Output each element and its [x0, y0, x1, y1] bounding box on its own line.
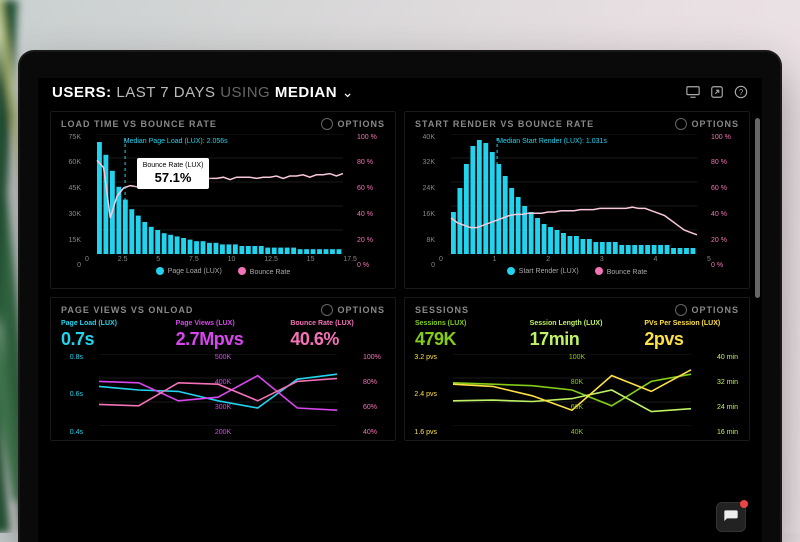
dashboard-header: USERS: LAST 7 DAYS USING MEDIAN ⌄ ? [38, 78, 762, 111]
header-range: LAST 7 DAYS [116, 84, 215, 101]
y-axis: 0.8s0.6s0.4s [59, 354, 83, 436]
options-button[interactable]: OPTIONS [675, 118, 739, 130]
dashboard-screen: USERS: LAST 7 DAYS USING MEDIAN ⌄ ? LOAD… [38, 78, 762, 542]
chart-legend: Page Load (LUX)Bounce Rate [61, 267, 385, 277]
chart-pageviews[interactable]: 0.8s0.6s0.4s 500K400K300K200K 100%80%60%40… [61, 354, 385, 436]
median-label: Median Start Render (LUX): 1.031s [497, 138, 607, 145]
metric: Page Load (LUX) 0.7s [61, 320, 156, 350]
monitor-icon[interactable] [686, 85, 700, 99]
options-button[interactable]: OPTIONS [321, 304, 385, 316]
header-prefix: USERS: [52, 84, 112, 101]
panel-title: SESSIONS [415, 305, 469, 315]
metric: PVs Per Session (LUX) 2pvs [644, 320, 739, 350]
chart-sessions[interactable]: 3.2 pvs2.4 pvs1.6 pvs 100K80K60K40K 40 min… [415, 354, 739, 436]
metric-value: 40.6% [290, 329, 385, 350]
options-button[interactable]: OPTIONS [321, 118, 385, 130]
chart-load[interactable]: 75K60K45K30K15K0 100 %80 %60 %40 %20 %0 %… [61, 134, 385, 284]
metric: Sessions (LUX) 479K [415, 320, 510, 350]
chart-tooltip: Bounce Rate (LUX)57.1% [137, 158, 210, 190]
y-axis-left: 40K32K24K16K8K0 [413, 134, 435, 270]
y-axis-right: 100 %80 %60 %40 %20 %0 % [357, 134, 387, 270]
metric-label: Session Length (LUX) [530, 320, 625, 327]
chevron-down-icon[interactable]: ⌄ [342, 84, 354, 100]
metric-label: Bounce Rate (LUX) [290, 320, 385, 327]
panel-page-views: PAGE VIEWS VS ONLOAD OPTIONS Page Load (… [50, 297, 396, 441]
y-axis: 40 min32 min24 min16 min [717, 354, 741, 436]
metric-label: Page Load (LUX) [61, 320, 156, 327]
metric: Bounce Rate (LUX) 40.6% [290, 320, 385, 350]
svg-text:?: ? [739, 88, 744, 97]
header-metric: MEDIAN [275, 84, 337, 101]
y-axis: 3.2 pvs2.4 pvs1.6 pvs [413, 354, 437, 436]
options-button[interactable]: OPTIONS [675, 304, 739, 316]
scrollbar[interactable] [755, 118, 760, 298]
share-icon[interactable] [710, 85, 724, 99]
metric-row: Sessions (LUX) 479K Session Length (LUX)… [415, 320, 739, 350]
x-axis: 02.557.51012.51517.5 [61, 256, 385, 263]
x-axis: 012345 [415, 256, 739, 263]
metric: Page Views (LUX) 2.7Mpvs [176, 320, 271, 350]
median-label: Median Page Load (LUX): 2.056s [124, 138, 228, 145]
metric-label: Sessions (LUX) [415, 320, 510, 327]
metric-value: 0.7s [61, 329, 156, 350]
metric-value: 17min [530, 329, 625, 350]
header-title-group[interactable]: USERS: LAST 7 DAYS USING MEDIAN ⌄ [52, 84, 354, 101]
y-axis-left: 75K60K45K30K15K0 [59, 134, 81, 270]
help-icon[interactable]: ? [734, 85, 748, 99]
y-axis: 100%80%60%40% [363, 354, 387, 436]
y-axis: 100K80K60K40K [565, 354, 589, 436]
y-axis: 500K400K300K200K [211, 354, 235, 436]
metric-value: 2.7Mpvs [176, 329, 271, 350]
panel-title: LOAD TIME VS BOUNCE RATE [61, 119, 217, 129]
panel-grid: LOAD TIME VS BOUNCE RATE OPTIONS 75K60K4… [38, 111, 762, 441]
metric-label: Page Views (LUX) [176, 320, 271, 327]
chart-legend: Start Render (LUX)Bounce Rate [415, 267, 739, 277]
metric-row: Page Load (LUX) 0.7s Page Views (LUX) 2.… [61, 320, 385, 350]
metric-label: PVs Per Session (LUX) [644, 320, 739, 327]
panel-sessions: SESSIONS OPTIONS Sessions (LUX) 479K Ses… [404, 297, 750, 441]
panel-title: START RENDER VS BOUNCE RATE [415, 119, 594, 129]
panel-start-render: START RENDER VS BOUNCE RATE OPTIONS 40K3… [404, 111, 750, 289]
metric-value: 479K [415, 329, 510, 350]
metric-value: 2pvs [644, 329, 739, 350]
header-tools: ? [686, 85, 748, 99]
header-using: USING [220, 84, 270, 101]
laptop-frame: USERS: LAST 7 DAYS USING MEDIAN ⌄ ? LOAD… [20, 52, 780, 542]
panel-load-time: LOAD TIME VS BOUNCE RATE OPTIONS 75K60K4… [50, 111, 396, 289]
chat-button[interactable] [716, 502, 746, 532]
chart-render[interactable]: 40K32K24K16K8K0 100 %80 %60 %40 %20 %0 % M… [415, 134, 739, 284]
y-axis-right: 100 %80 %60 %40 %20 %0 % [711, 134, 741, 270]
panel-title: PAGE VIEWS VS ONLOAD [61, 305, 193, 315]
metric: Session Length (LUX) 17min [530, 320, 625, 350]
